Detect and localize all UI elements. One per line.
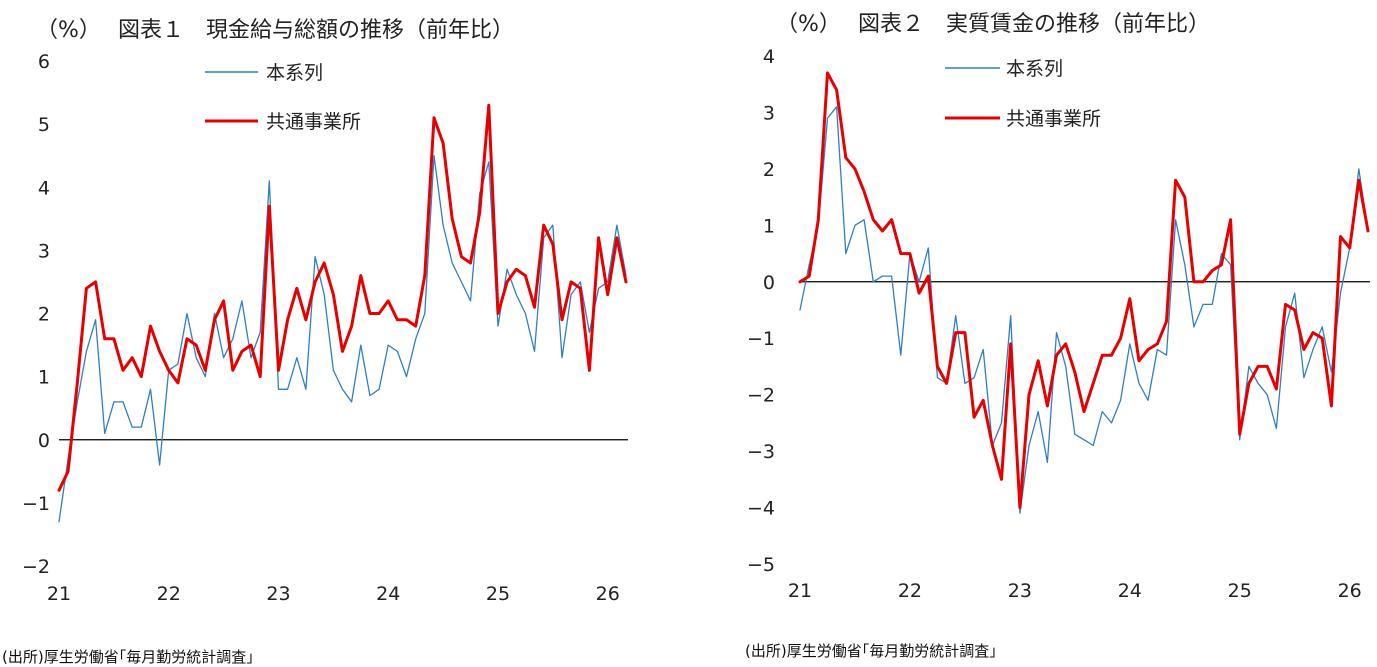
y-tick-label: 5 xyxy=(38,114,50,136)
chart-1-legend-label-kyotsu: 共通事業所 xyxy=(266,111,361,133)
x-tick-label: 22 xyxy=(898,580,922,602)
y-tick-label: −1 xyxy=(22,493,50,515)
y-tick-label: 2 xyxy=(763,159,775,181)
x-tick-label: 24 xyxy=(1118,580,1142,602)
x-tick-label: 25 xyxy=(486,583,510,605)
chart-1-unit-label: （%） xyxy=(36,18,101,43)
y-tick-label: 6 xyxy=(38,51,50,73)
chart-1-title: 図表１ 現金給与総額の推移（前年比） xyxy=(118,18,514,43)
chart-2-x-ticks: 21 22 23 24 25 26 xyxy=(788,580,1362,602)
chart-2-legend-label-honkeiretsu: 本系列 xyxy=(1006,58,1063,80)
y-tick-label: 3 xyxy=(763,102,775,124)
chart-1-series xyxy=(57,103,628,523)
y-tick-label: 0 xyxy=(38,430,50,452)
y-tick-label: −2 xyxy=(22,556,50,578)
chart-1-legend-label-honkeiretsu: 本系列 xyxy=(266,62,323,84)
chart-2-title: 図表２ 実質賃金の推移（前年比） xyxy=(858,12,1210,37)
series-line-kyotsu xyxy=(57,103,628,492)
y-tick-label: −4 xyxy=(747,498,775,520)
x-tick-label: 21 xyxy=(47,583,71,605)
chart-2-series xyxy=(798,71,1370,514)
x-tick-label: 25 xyxy=(1228,580,1252,602)
y-tick-label: 1 xyxy=(38,367,50,389)
chart-1-source: (出所)厚生労働省｢毎月勤労統計調査｣ xyxy=(2,648,254,666)
chart-2-legend-label-kyotsu: 共通事業所 xyxy=(1006,108,1101,130)
chart-2-y-ticks: −5 −4 −3 −2 −1 0 1 2 3 4 xyxy=(747,46,775,576)
series-line-honkeiretsu xyxy=(799,106,1369,514)
chart-1-y-ticks: −2 −1 0 1 2 3 4 5 6 xyxy=(22,51,50,578)
chart-2-legend: 本系列 共通事業所 xyxy=(945,58,1101,130)
x-tick-label: 21 xyxy=(788,580,812,602)
x-tick-label: 26 xyxy=(1338,580,1362,602)
x-tick-label: 23 xyxy=(266,583,290,605)
chart-1-x-ticks: 21 22 23 24 25 26 xyxy=(47,583,620,605)
y-tick-label: 1 xyxy=(763,215,775,237)
y-tick-label: −2 xyxy=(747,385,775,407)
x-tick-label: 22 xyxy=(157,583,181,605)
chart-2-unit-label: （%） xyxy=(776,12,841,37)
y-tick-label: −3 xyxy=(747,441,775,463)
chart-2-source: (出所)厚生労働省｢毎月勤労統計調査｣ xyxy=(745,642,997,660)
y-tick-label: 2 xyxy=(38,304,50,326)
y-tick-label: 4 xyxy=(38,177,50,199)
x-tick-label: 26 xyxy=(596,583,620,605)
y-tick-label: 4 xyxy=(763,46,775,68)
series-line-kyotsu xyxy=(798,71,1370,510)
y-tick-label: −5 xyxy=(747,554,775,576)
x-tick-label: 23 xyxy=(1008,580,1032,602)
chart-1-legend: 本系列 共通事業所 xyxy=(205,62,361,133)
y-tick-label: −1 xyxy=(747,328,775,350)
series-line-honkeiretsu xyxy=(58,155,627,523)
y-tick-label: 0 xyxy=(763,272,775,294)
x-tick-label: 24 xyxy=(376,583,400,605)
y-tick-label: 3 xyxy=(38,240,50,262)
